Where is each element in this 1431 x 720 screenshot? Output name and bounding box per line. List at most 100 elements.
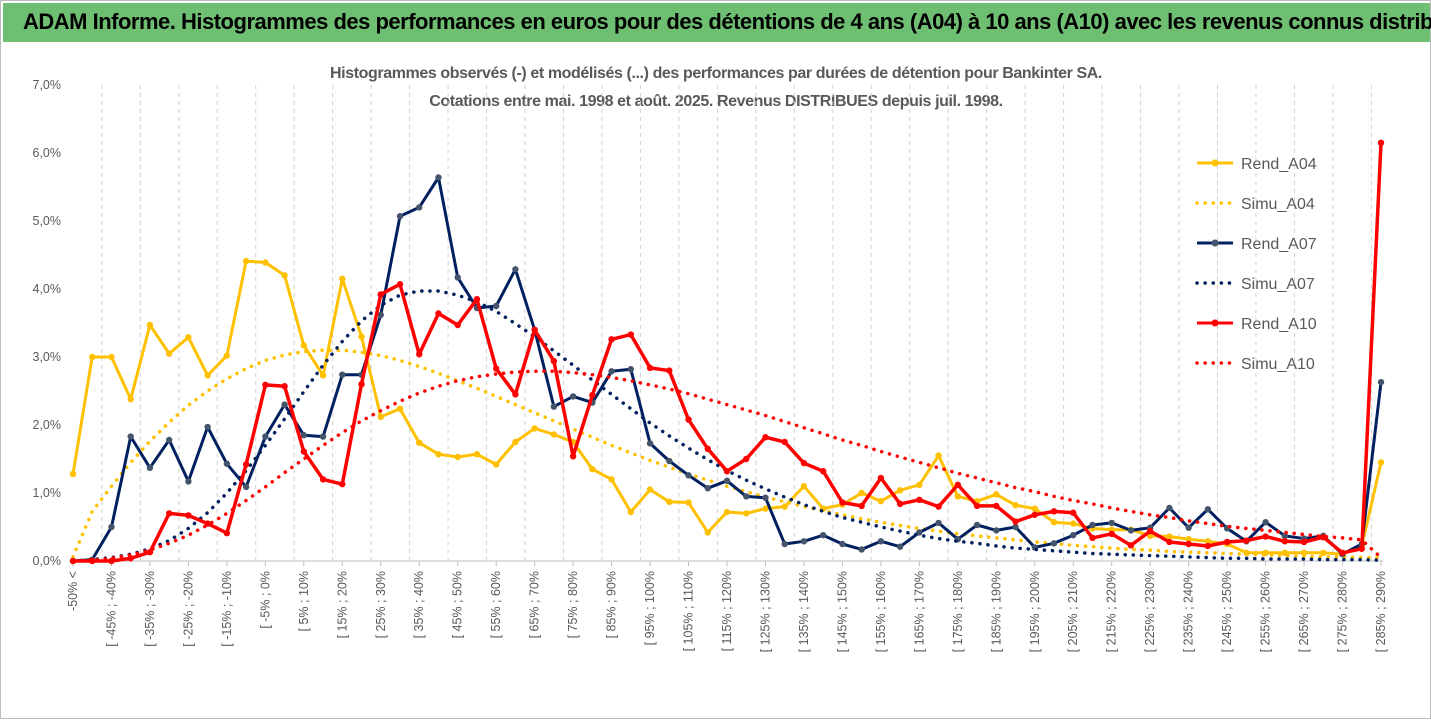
data-point bbox=[127, 433, 134, 440]
data-point bbox=[1089, 521, 1096, 529]
data-point bbox=[300, 448, 308, 455]
data-point bbox=[262, 381, 269, 389]
data-point bbox=[1243, 537, 1250, 544]
x-tick-label: [ -15% ; -10% bbox=[220, 571, 234, 647]
data-point bbox=[512, 266, 519, 273]
axes: 0,0% 1,0% 2,0% 3,0% 4,0% 5,0% 6,0% 7,0% -50% < [ … bbox=[33, 78, 1389, 652]
data-point bbox=[646, 440, 654, 447]
x-tick-label: [ 215% ; 220% bbox=[1105, 571, 1119, 652]
data-point bbox=[1320, 534, 1327, 541]
data-point bbox=[896, 487, 904, 494]
data-point bbox=[685, 499, 692, 506]
y-tick-label: 0,0% bbox=[33, 554, 62, 568]
data-point bbox=[377, 311, 384, 319]
data-point bbox=[704, 485, 711, 492]
x-tick-label: [ 45% ; 50% bbox=[451, 571, 465, 638]
data-point bbox=[896, 500, 904, 508]
data-point bbox=[454, 274, 461, 281]
data-point bbox=[877, 538, 885, 545]
data-point bbox=[704, 445, 711, 452]
data-point bbox=[550, 403, 558, 410]
y-tick-label: 2,0% bbox=[33, 418, 62, 432]
data-point bbox=[685, 416, 692, 423]
x-tick-label: [ -45% ; -40% bbox=[104, 571, 118, 647]
data-point bbox=[743, 455, 750, 463]
legend: Rend_A04 Simu_A04 Rend_A07 Simu_A07 Rend_A10… bbox=[1195, 156, 1317, 373]
x-tick-label: [ -5% ; 0% bbox=[258, 571, 272, 629]
data-point bbox=[1223, 538, 1231, 546]
data-point bbox=[1358, 545, 1365, 552]
data-point bbox=[704, 529, 711, 536]
data-point bbox=[108, 523, 115, 531]
y-tick-label: 1,0% bbox=[33, 486, 62, 500]
data-point bbox=[550, 357, 558, 365]
data-point bbox=[743, 510, 750, 517]
x-tick-label: [ 75% ; 80% bbox=[566, 571, 580, 638]
data-point bbox=[262, 433, 269, 440]
data-point bbox=[608, 336, 615, 343]
data-point bbox=[666, 367, 673, 374]
data-point bbox=[1050, 519, 1058, 526]
data-point bbox=[800, 483, 808, 490]
data-point bbox=[1012, 502, 1019, 509]
data-point bbox=[416, 351, 423, 358]
data-point bbox=[954, 493, 962, 500]
report-header: ADAM Informe. Histogrammes des performan… bbox=[3, 3, 1431, 42]
x-tick-label: [ 5% ; 10% bbox=[297, 571, 311, 631]
data-point bbox=[339, 275, 346, 282]
data-point bbox=[800, 538, 808, 545]
x-tick-label: [ 185% ; 190% bbox=[989, 571, 1003, 652]
data-point bbox=[531, 326, 538, 333]
data-point bbox=[1339, 549, 1346, 557]
series-rend-a10 bbox=[69, 139, 1385, 565]
x-tick-label: [ 15% ; 20% bbox=[335, 571, 349, 638]
legend-marker bbox=[1211, 319, 1219, 327]
data-point bbox=[781, 540, 788, 548]
data-point bbox=[377, 291, 384, 298]
data-point bbox=[916, 529, 923, 536]
data-point bbox=[1281, 538, 1289, 545]
data-point bbox=[1281, 549, 1289, 557]
data-point bbox=[435, 310, 442, 317]
data-point bbox=[781, 438, 788, 446]
data-point bbox=[935, 452, 942, 459]
x-tick-label: [ 235% ; 240% bbox=[1182, 571, 1196, 652]
data-point bbox=[1300, 538, 1308, 546]
x-tick-label: [ 225% ; 230% bbox=[1143, 571, 1157, 652]
data-point bbox=[877, 474, 885, 482]
data-point bbox=[1089, 534, 1096, 542]
x-tick-label: [ 55% ; 60% bbox=[489, 571, 503, 638]
data-point bbox=[396, 213, 404, 220]
x-tick-label: [ 285% ; 290% bbox=[1374, 571, 1388, 652]
data-point bbox=[762, 505, 769, 512]
data-point bbox=[1377, 139, 1385, 146]
legend-label: Simu_A07 bbox=[1241, 276, 1315, 293]
data-point bbox=[300, 342, 308, 349]
data-point bbox=[1031, 505, 1038, 512]
data-point bbox=[666, 498, 673, 506]
data-point bbox=[858, 502, 865, 510]
data-point bbox=[973, 521, 981, 529]
x-tick-label: [ 175% ; 180% bbox=[951, 571, 965, 652]
data-point bbox=[1146, 527, 1154, 535]
data-point bbox=[1108, 530, 1115, 537]
data-point bbox=[377, 413, 384, 421]
x-tick-label: [ 125% ; 130% bbox=[758, 571, 772, 652]
series-line bbox=[72, 176, 1383, 563]
series-simu-a10 bbox=[71, 369, 1383, 563]
data-point bbox=[646, 486, 654, 493]
data-point bbox=[839, 499, 846, 506]
data-point bbox=[204, 520, 211, 527]
data-point bbox=[396, 405, 404, 412]
x-tick-label: [ 205% ; 210% bbox=[1066, 571, 1080, 652]
data-point bbox=[512, 438, 519, 446]
data-point bbox=[935, 503, 942, 510]
legend-marker bbox=[1211, 239, 1219, 247]
data-point bbox=[242, 257, 250, 265]
x-tick-label: [ 65% ; 70% bbox=[528, 571, 542, 638]
data-point bbox=[358, 381, 365, 388]
data-point bbox=[242, 461, 250, 468]
data-point bbox=[858, 489, 865, 497]
